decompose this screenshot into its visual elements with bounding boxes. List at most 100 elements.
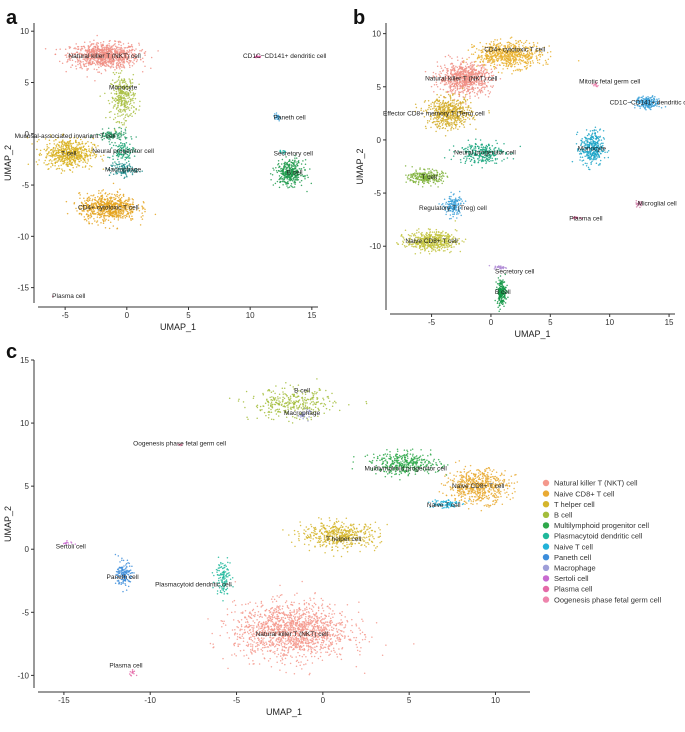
point: [482, 64, 484, 66]
point: [521, 69, 523, 71]
point: [78, 142, 80, 144]
point: [117, 116, 119, 118]
point: [458, 68, 460, 70]
point: [444, 83, 446, 85]
point: [456, 85, 458, 87]
point: [119, 137, 121, 139]
point: [129, 198, 131, 200]
point: [294, 180, 296, 182]
point: [118, 134, 120, 136]
point: [124, 163, 126, 165]
point: [113, 105, 115, 107]
point: [55, 147, 57, 149]
point: [483, 61, 485, 63]
point: [100, 216, 102, 218]
point: [466, 58, 468, 60]
point: [115, 145, 117, 147]
point: [109, 117, 111, 119]
point: [444, 67, 446, 69]
point: [116, 137, 118, 139]
point: [51, 160, 53, 162]
point: [61, 143, 63, 145]
point: [44, 160, 46, 162]
point: [132, 201, 134, 203]
point: [471, 71, 473, 73]
point: [75, 208, 77, 210]
point: [50, 149, 52, 151]
point: [76, 157, 78, 159]
point: [519, 61, 521, 63]
point: [64, 142, 66, 144]
point: [47, 154, 49, 156]
point: [490, 65, 492, 67]
point: [62, 62, 64, 64]
point: [305, 164, 307, 166]
point: [122, 110, 124, 112]
point: [480, 50, 482, 52]
point: [526, 67, 528, 69]
point: [288, 182, 290, 184]
point: [69, 143, 71, 145]
point: [55, 162, 57, 164]
point: [513, 60, 515, 62]
point: [55, 144, 57, 146]
point: [44, 149, 46, 151]
point: [470, 64, 472, 66]
y-tick-label: -15: [17, 284, 29, 293]
point: [122, 157, 124, 159]
point: [76, 166, 78, 168]
point: [474, 95, 476, 97]
point: [116, 93, 118, 95]
point: [486, 72, 488, 74]
point: [104, 49, 106, 51]
point: [462, 69, 464, 71]
point: [123, 60, 125, 62]
point: [54, 143, 56, 145]
point: [122, 104, 124, 106]
point: [133, 106, 135, 108]
point: [108, 43, 110, 45]
point: [469, 95, 471, 97]
point: [138, 42, 140, 44]
point: [470, 102, 472, 104]
x-tick-label: 10: [246, 311, 255, 320]
point: [480, 61, 482, 63]
point: [113, 119, 115, 121]
point: [85, 149, 87, 151]
point: [96, 48, 98, 50]
point: [507, 59, 509, 61]
point: [96, 42, 98, 44]
point: [120, 194, 122, 196]
point: [116, 64, 118, 66]
point: [471, 53, 473, 55]
point: [460, 64, 462, 66]
point: [92, 62, 94, 64]
point: [473, 71, 475, 73]
point: [122, 155, 124, 157]
point: [500, 38, 502, 40]
point: [101, 202, 103, 204]
point: [66, 164, 68, 166]
point: [494, 68, 496, 70]
point: [471, 67, 473, 69]
point: [291, 162, 293, 164]
point: [114, 218, 116, 220]
point: [133, 92, 135, 94]
point: [469, 89, 471, 91]
point: [88, 223, 90, 225]
point: [126, 176, 128, 178]
point: [46, 144, 48, 146]
point: [97, 212, 99, 214]
point: [112, 61, 114, 63]
point: [127, 106, 129, 108]
point: [97, 216, 99, 218]
point: [107, 156, 109, 158]
point: [466, 94, 468, 96]
point: [528, 56, 530, 58]
point: [472, 91, 474, 93]
point: [439, 71, 441, 73]
point: [47, 164, 49, 166]
point: [484, 69, 486, 71]
point: [121, 48, 123, 50]
point: [119, 80, 121, 82]
